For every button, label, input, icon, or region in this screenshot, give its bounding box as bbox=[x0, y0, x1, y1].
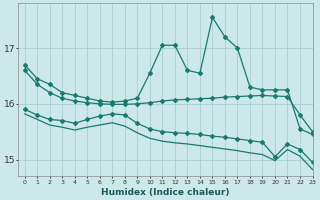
X-axis label: Humidex (Indice chaleur): Humidex (Indice chaleur) bbox=[101, 188, 230, 197]
